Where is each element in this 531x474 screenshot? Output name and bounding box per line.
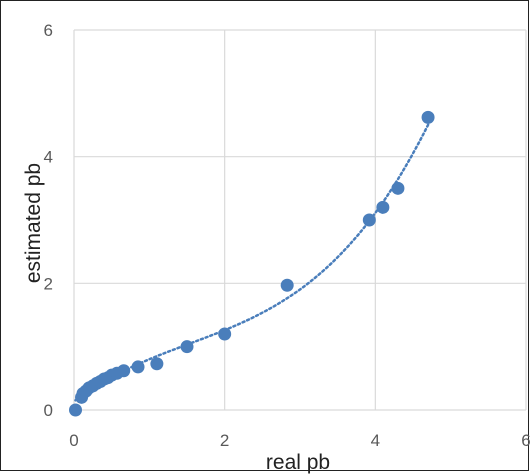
data-point bbox=[131, 360, 145, 374]
y-tick-label: 2 bbox=[44, 274, 53, 293]
y-tick-label: 4 bbox=[44, 148, 53, 167]
y-axis-title: estimated pb bbox=[22, 163, 45, 283]
data-point bbox=[421, 110, 435, 124]
x-axis-title: real pb bbox=[266, 451, 330, 474]
data-point bbox=[376, 200, 390, 214]
data-point bbox=[218, 327, 232, 341]
data-point bbox=[150, 357, 164, 371]
data-point bbox=[69, 403, 83, 417]
data-points bbox=[69, 110, 435, 417]
data-point bbox=[280, 278, 294, 292]
x-tick-label: 6 bbox=[521, 431, 530, 450]
y-tick-label: 0 bbox=[44, 401, 53, 420]
data-point bbox=[391, 181, 405, 195]
data-point bbox=[117, 364, 131, 378]
y-tick-label: 6 bbox=[44, 21, 53, 40]
x-tick-label: 2 bbox=[220, 431, 229, 450]
data-point bbox=[180, 340, 194, 354]
x-tick-label: 4 bbox=[371, 431, 380, 450]
gridlines bbox=[73, 29, 527, 411]
data-point bbox=[362, 213, 376, 227]
tick-labels: 0 2 4 6 0 2 4 6 bbox=[44, 21, 531, 450]
x-tick-label: 0 bbox=[69, 431, 78, 450]
